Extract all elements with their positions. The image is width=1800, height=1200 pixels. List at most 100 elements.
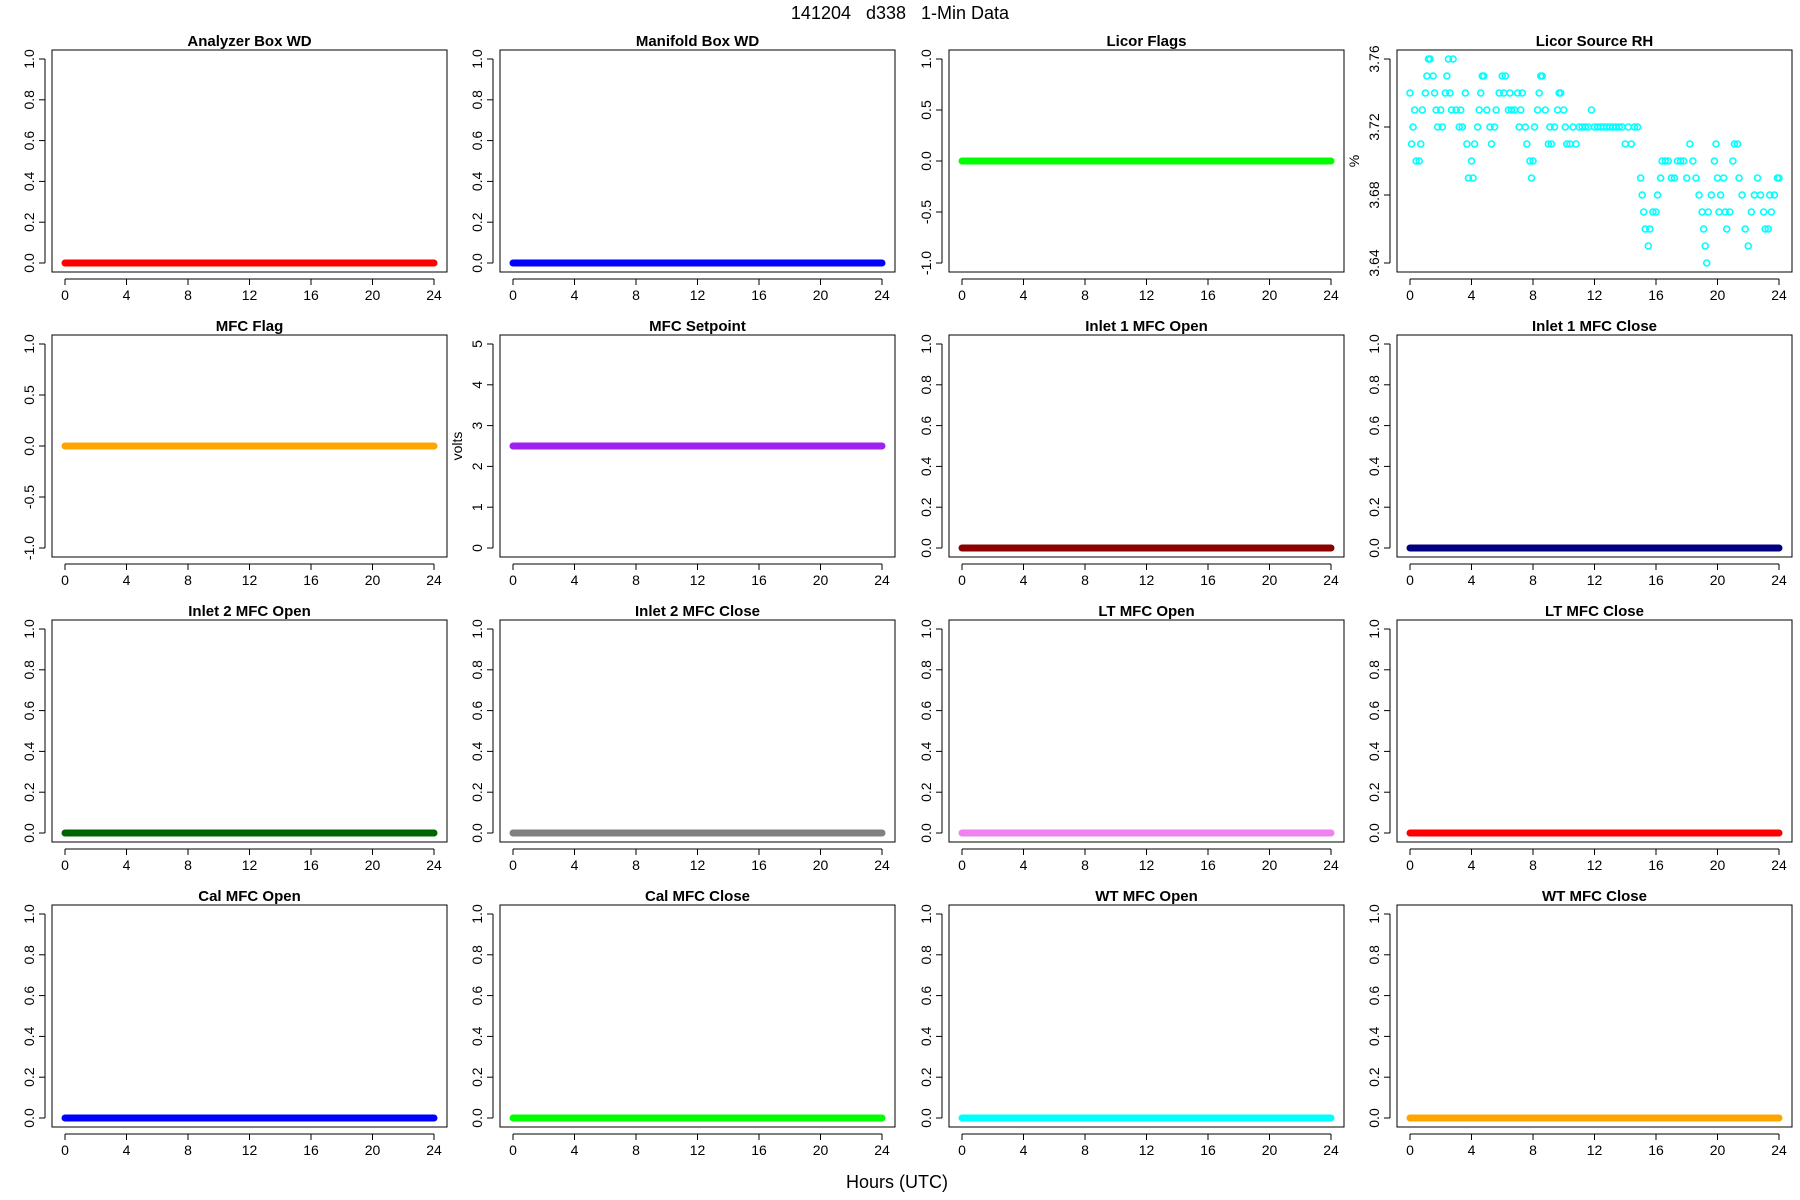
x-tick-label: 12 [1139,857,1155,873]
panel-14: Cal MFC Close 0 4 8 12 16 20 24 0.0 0.2 0.4 0.6 0.8 1… [469,888,896,1158]
y-tick-label: 1.0 [21,334,37,354]
y-tick-label: 0.6 [918,701,934,721]
x-tick-label: 16 [1648,572,1664,588]
panel-title: Manifold Box WD [636,33,759,50]
data-point [1487,140,1496,148]
y-tick-label: 0.2 [1366,782,1382,802]
data-point [1423,72,1431,80]
plot-frame [1396,904,1793,1128]
y-tick-label: 0.6 [1366,701,1382,721]
data-point [1438,123,1447,131]
data-point [1550,123,1559,131]
data-point [1649,208,1657,216]
panel-2: Manifold Box WD 0 4 8 12 16 20 24 0.0 0.2 0.4 0.6 0.… [469,33,896,303]
x-tick-label: 24 [1771,287,1787,303]
y-tick-label: 0.0 [1366,823,1382,843]
y-tick-label: 0.8 [21,945,37,965]
x-tick-label: 0 [509,572,517,588]
x-tick-label: 24 [1771,572,1787,588]
y-tick-label: 3 [469,421,485,429]
y-tick-label: 0.4 [21,171,37,191]
data-point [1443,72,1451,80]
x-tick-label: 8 [1529,572,1537,588]
y-tick-label: 1.0 [918,334,934,354]
x-tick-label: 16 [751,287,767,303]
y-tick-label: 0.0 [469,253,485,273]
data-point [1692,174,1700,182]
data-point [1433,123,1442,131]
plot-frame [51,619,448,843]
data-point [1775,174,1783,182]
x-tick-label: 8 [632,1142,640,1158]
x-tick-label: 24 [426,1142,442,1158]
y-tick-label: 0.2 [918,1067,934,1087]
data-point [1561,123,1570,131]
data-point [1461,89,1470,97]
x-tick-label: 16 [1648,1142,1664,1158]
x-tick-label: 24 [426,287,442,303]
y-tick-label: 0.2 [1366,497,1382,517]
x-tick-label: 4 [1468,287,1476,303]
data-point [1470,140,1479,148]
data-point [1416,140,1425,148]
panel-title: Inlet 2 MFC Open [188,603,311,620]
x-tick-label: 0 [61,572,69,588]
x-tick-label: 4 [1020,857,1028,873]
x-tick-label: 12 [1587,287,1603,303]
x-tick-label: 8 [1529,857,1537,873]
y-tick-label: 0.6 [469,131,485,151]
data-point [1627,140,1636,148]
data-point [1527,174,1536,182]
y-tick-label: 0.6 [918,416,934,436]
data-point [1756,191,1765,199]
x-tick-label: 0 [958,1142,966,1158]
data-point [1544,140,1553,148]
data-point [1713,174,1722,182]
y-tick-label: 0.2 [1366,1067,1382,1087]
data-point [1449,55,1457,63]
x-tick-label: 0 [509,857,517,873]
x-tick-label: 20 [813,1142,829,1158]
x-tick-label: 0 [1406,1142,1414,1158]
data-point [1686,140,1694,148]
data-point [1633,123,1642,131]
y-tick-label: 0.6 [21,986,37,1006]
x-tick-label: 20 [365,572,381,588]
data-point [1501,72,1510,80]
x-tick-label: 0 [61,287,69,303]
x-tick-label: 24 [1323,287,1339,303]
y-tick-label: 1.0 [1366,334,1382,354]
data-point [1418,106,1427,114]
panel-1: Analyzer Box WD 0 4 8 12 16 20 24 0.0 0.2 0.4 0.6 0.… [21,33,448,303]
x-tick-label: 4 [123,287,131,303]
x-tick-label: 8 [184,572,192,588]
y-tick-label: 0.0 [918,1108,934,1128]
data-point [1730,140,1739,148]
y-tick-label: 5 [469,340,485,348]
y-tick-label: 0.6 [1366,986,1382,1006]
panel-title: MFC Flag [216,318,284,335]
x-tick-label: 20 [1710,287,1726,303]
panel-title: Cal MFC Open [198,888,301,905]
y-tick-label: 0.8 [1366,660,1382,680]
data-point [1469,174,1477,182]
x-tick-label: 0 [1406,287,1414,303]
panel-9: Inlet 2 MFC Open 0 4 8 12 16 20 24 0.0 0.2 0.4 0.6 0… [21,603,448,873]
panel-title: Inlet 1 MFC Close [1532,318,1657,335]
x-tick-label: 8 [1081,287,1089,303]
data-point [1704,208,1713,216]
x-tick-label: 8 [184,857,192,873]
x-tick-label: 16 [1648,287,1664,303]
x-tick-label: 16 [303,287,319,303]
x-tick-label: 16 [751,1142,767,1158]
y-tick-label: 0.8 [469,660,485,680]
data-point [1738,191,1746,199]
y-tick-label: 2 [469,462,485,470]
data-point [1701,242,1709,250]
data-point [1646,225,1654,233]
x-tick-label: 20 [813,857,829,873]
data-point [1767,208,1776,216]
y-tick-label: 0.0 [21,823,37,843]
data-point [1764,225,1773,233]
